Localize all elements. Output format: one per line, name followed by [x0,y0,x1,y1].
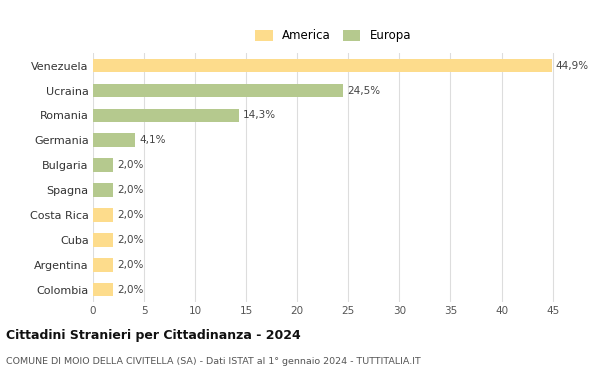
Bar [93,109,239,122]
Text: Cittadini Stranieri per Cittadinanza - 2024: Cittadini Stranieri per Cittadinanza - 2… [6,329,301,342]
Text: 44,9%: 44,9% [556,61,589,71]
Text: 2,0%: 2,0% [118,160,144,170]
Bar [93,208,113,222]
Bar [93,233,113,247]
Bar [93,84,343,97]
Bar [93,283,113,296]
Text: 2,0%: 2,0% [118,260,144,270]
Text: 4,1%: 4,1% [139,135,166,145]
Text: COMUNE DI MOIO DELLA CIVITELLA (SA) - Dati ISTAT al 1° gennaio 2024 - TUTTITALIA: COMUNE DI MOIO DELLA CIVITELLA (SA) - Da… [6,357,421,366]
Text: 14,3%: 14,3% [243,111,276,120]
Text: 2,0%: 2,0% [118,210,144,220]
Text: 2,0%: 2,0% [118,235,144,245]
Text: 2,0%: 2,0% [118,285,144,294]
Bar [93,258,113,272]
Text: 2,0%: 2,0% [118,185,144,195]
Bar [93,133,135,147]
Bar [93,158,113,172]
Legend: America, Europa: America, Europa [255,29,411,42]
Bar [93,59,551,73]
Text: 24,5%: 24,5% [347,86,380,95]
Bar [93,183,113,197]
